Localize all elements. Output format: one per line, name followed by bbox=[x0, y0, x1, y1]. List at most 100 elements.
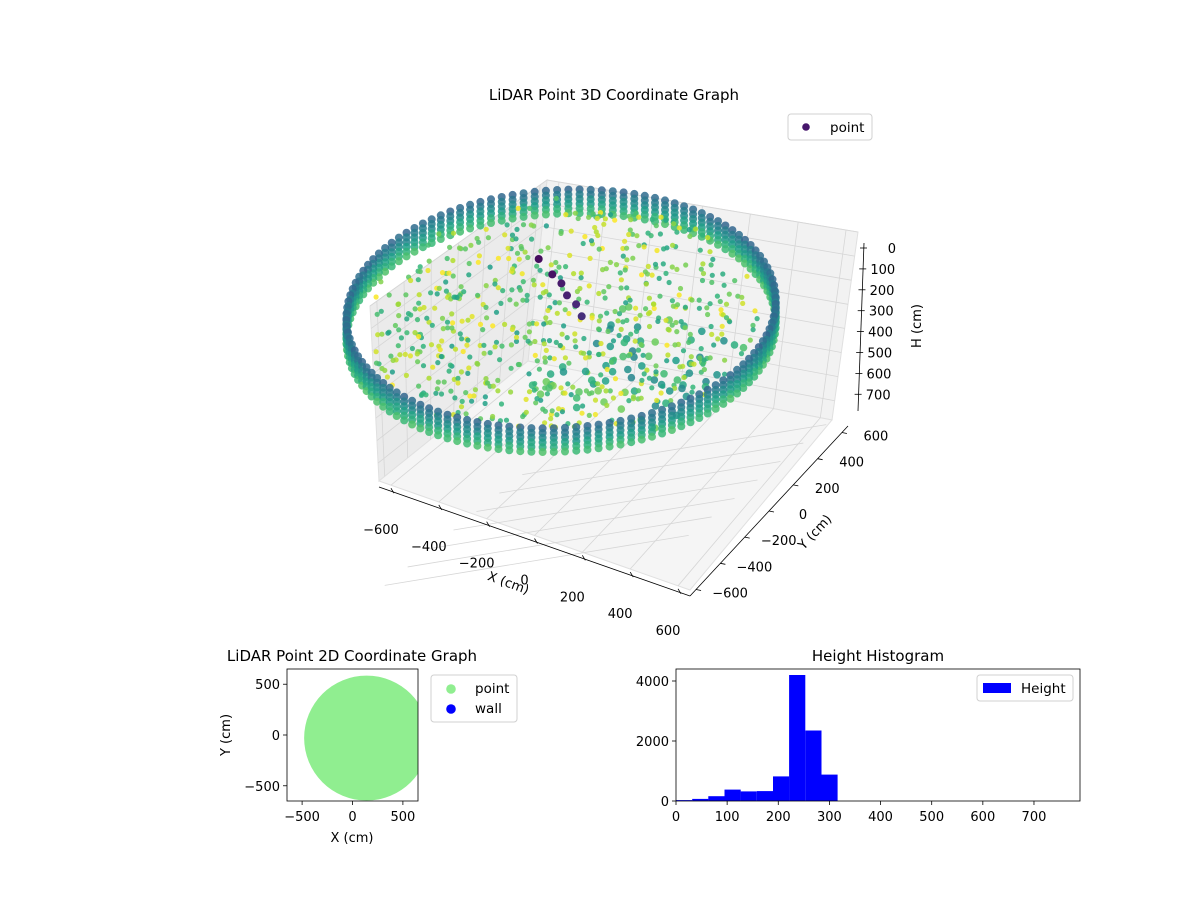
data-point bbox=[580, 403, 586, 409]
data-point bbox=[490, 413, 496, 420]
data-point bbox=[556, 406, 562, 412]
data-point bbox=[409, 345, 415, 352]
point-cloud-disk bbox=[304, 675, 418, 801]
data-point bbox=[439, 315, 446, 321]
data-point bbox=[605, 442, 614, 451]
data-point bbox=[553, 209, 562, 218]
grid-x-floor bbox=[677, 417, 821, 587]
data-point bbox=[375, 332, 381, 338]
data-point bbox=[373, 349, 379, 355]
data-point bbox=[443, 434, 452, 443]
data-point bbox=[468, 242, 474, 248]
data-point bbox=[613, 262, 620, 268]
data-point bbox=[719, 323, 725, 329]
data-point bbox=[446, 368, 452, 374]
data-point bbox=[480, 327, 486, 333]
data-point bbox=[466, 365, 472, 371]
data-point bbox=[594, 215, 600, 221]
data-point bbox=[700, 361, 706, 367]
data-point bbox=[575, 209, 584, 218]
data-point bbox=[735, 293, 741, 299]
data-point bbox=[693, 226, 699, 232]
data-point bbox=[458, 404, 465, 410]
grid-x-floor bbox=[582, 399, 728, 553]
data-point bbox=[459, 398, 465, 404]
data-point bbox=[527, 205, 533, 211]
data-point bbox=[658, 429, 667, 438]
data-point bbox=[637, 312, 643, 318]
data-point bbox=[704, 305, 710, 311]
y-axis-label-2d: Y (cm) bbox=[219, 714, 234, 757]
data-point bbox=[420, 343, 426, 349]
data-point bbox=[556, 264, 562, 270]
data-point bbox=[690, 384, 696, 390]
data-point bbox=[559, 368, 568, 376]
data-point bbox=[664, 342, 670, 348]
data-point bbox=[611, 356, 618, 362]
legend-3d-label: point bbox=[830, 120, 864, 136]
data-point bbox=[513, 338, 520, 344]
data-point bbox=[636, 243, 642, 249]
data-point bbox=[624, 245, 630, 251]
data-point bbox=[493, 339, 500, 345]
y-tick-mark bbox=[841, 432, 848, 434]
data-point bbox=[672, 385, 678, 391]
data-point bbox=[673, 319, 679, 326]
data-point bbox=[744, 273, 750, 279]
plot-frame-histogram bbox=[675, 668, 1081, 802]
data-point bbox=[596, 326, 602, 332]
data-point bbox=[373, 397, 382, 406]
data-point bbox=[426, 375, 432, 381]
data-point bbox=[408, 420, 417, 429]
data-point bbox=[524, 297, 530, 303]
data-point bbox=[583, 445, 592, 454]
data-point bbox=[473, 441, 482, 450]
data-point bbox=[681, 374, 687, 381]
data-point bbox=[402, 351, 408, 357]
data-point bbox=[624, 317, 630, 323]
data-point bbox=[688, 354, 694, 360]
x-tick-label: −600 bbox=[363, 523, 399, 538]
data-point bbox=[416, 424, 425, 433]
data-point bbox=[475, 259, 481, 265]
data-point bbox=[630, 255, 636, 261]
data-point bbox=[643, 281, 649, 287]
data-point bbox=[740, 300, 746, 306]
data-point bbox=[623, 300, 629, 306]
data-point bbox=[660, 261, 666, 267]
data-point bbox=[463, 411, 469, 417]
anomaly-point bbox=[548, 270, 557, 279]
data-point bbox=[452, 346, 459, 352]
data-point bbox=[447, 362, 453, 368]
data-point bbox=[605, 328, 611, 334]
data-point bbox=[677, 364, 683, 370]
data-point bbox=[542, 378, 551, 386]
x-tick-mark bbox=[629, 571, 634, 578]
data-point bbox=[646, 295, 653, 301]
data-point bbox=[497, 357, 503, 363]
data-point bbox=[558, 385, 564, 391]
z-tick-label: 400 bbox=[868, 326, 893, 341]
data-point bbox=[453, 437, 462, 446]
data-point bbox=[604, 402, 610, 408]
data-point bbox=[495, 285, 501, 291]
data-point bbox=[530, 211, 539, 220]
data-point bbox=[571, 271, 577, 277]
data-point bbox=[477, 321, 484, 327]
data-point bbox=[525, 338, 531, 344]
x-tick-label: −200 bbox=[459, 557, 495, 572]
data-point bbox=[403, 292, 409, 298]
x-tick-mark bbox=[582, 555, 586, 561]
data-point bbox=[416, 300, 422, 306]
data-point bbox=[492, 281, 498, 287]
data-point bbox=[644, 367, 650, 373]
data-point bbox=[620, 253, 626, 259]
x-tick-label-2d: 0 bbox=[348, 810, 356, 825]
data-point bbox=[584, 299, 590, 305]
data-point bbox=[581, 335, 587, 342]
data-point bbox=[410, 247, 419, 256]
data-point bbox=[730, 341, 739, 349]
y-tick-label-2d: 0 bbox=[272, 729, 280, 744]
data-point bbox=[503, 417, 510, 423]
